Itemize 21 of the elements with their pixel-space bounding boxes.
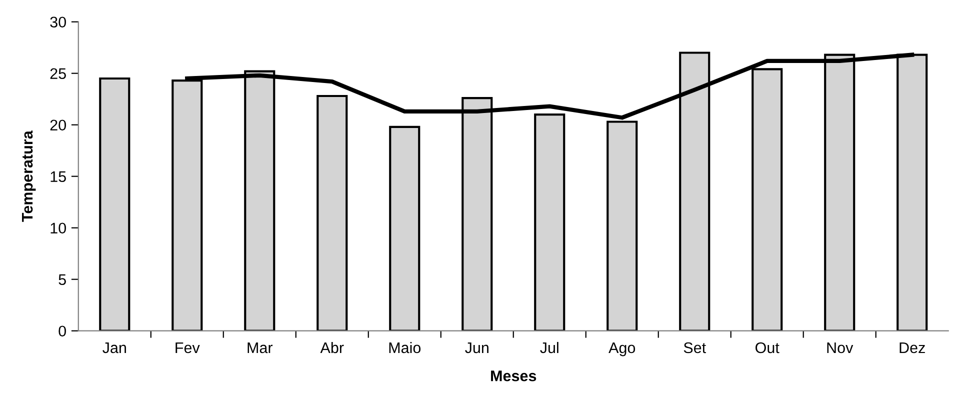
y-tick-label: 30: [50, 16, 66, 28]
x-tick-label: Fev: [176, 342, 200, 354]
x-tick-label: Dez: [900, 342, 925, 354]
x-axis-title: Meses: [491, 370, 536, 382]
x-tick-label: Jul: [540, 342, 558, 354]
x-tick-label: Set: [684, 342, 706, 354]
y-tick-label: 15: [50, 171, 66, 182]
y-tick-label: 5: [58, 274, 66, 286]
y-tick-label: 10: [50, 222, 66, 234]
y-tick-label: 25: [50, 68, 66, 80]
y-tick-label: 0: [58, 326, 66, 337]
x-tick-label: Jun: [465, 342, 488, 354]
y-tick-label: 20: [50, 120, 66, 131]
x-tick-label: Maio: [389, 342, 421, 354]
x-tick-label: Out: [756, 342, 780, 354]
x-tick-label: Jan: [102, 342, 126, 354]
x-tick-label: Abr: [320, 342, 344, 354]
x-tick-label: Ago: [608, 342, 636, 356]
y-axis-title: Temperatura: [22, 130, 36, 222]
x-tick-label: Mar: [248, 342, 273, 354]
x-tick-label: Nov: [827, 342, 854, 354]
